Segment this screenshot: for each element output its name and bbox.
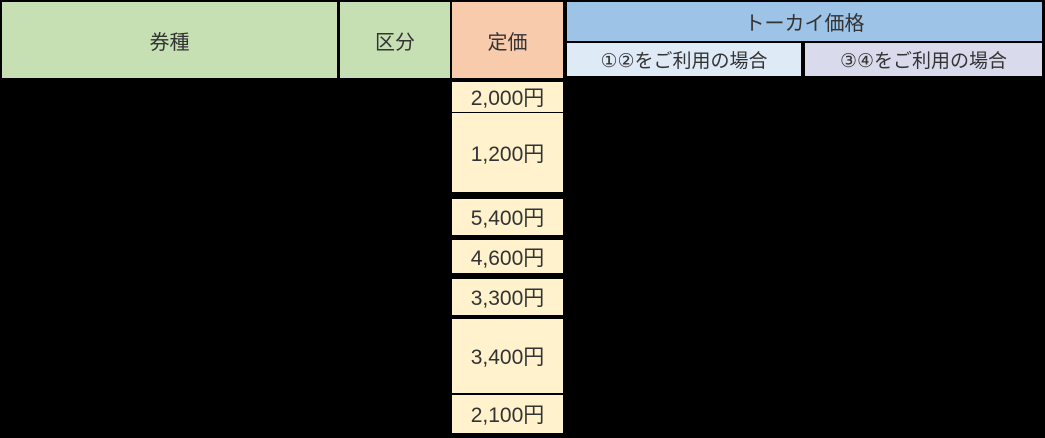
price-column: 2,000円 1,200円 5,400円 4,600円 3,300円 3,400円 2,10… [452, 82, 563, 433]
header-tokai-price: トーカイ価格 [567, 2, 1042, 41]
price-cell: 5,400円 [452, 199, 563, 235]
price-cell: 3,300円 [452, 279, 563, 315]
header-ticket-type: 券種 [2, 2, 337, 78]
price-cell: 1,200円 [452, 113, 563, 192]
redacted-region-left [0, 80, 450, 438]
header-category: 区分 [340, 2, 450, 78]
price-cell: 3,400円 [452, 319, 563, 393]
price-cell: 2,100円 [452, 395, 563, 433]
price-cell: 2,000円 [452, 82, 563, 112]
subheader-case-1-2: ①②をご利用の場合 [567, 43, 801, 76]
price-cell: 4,600円 [452, 240, 563, 273]
header-list-price: 定価 [452, 2, 563, 78]
redacted-region-right [565, 80, 1045, 438]
subheader-case-3-4: ③④をご利用の場合 [805, 43, 1042, 76]
